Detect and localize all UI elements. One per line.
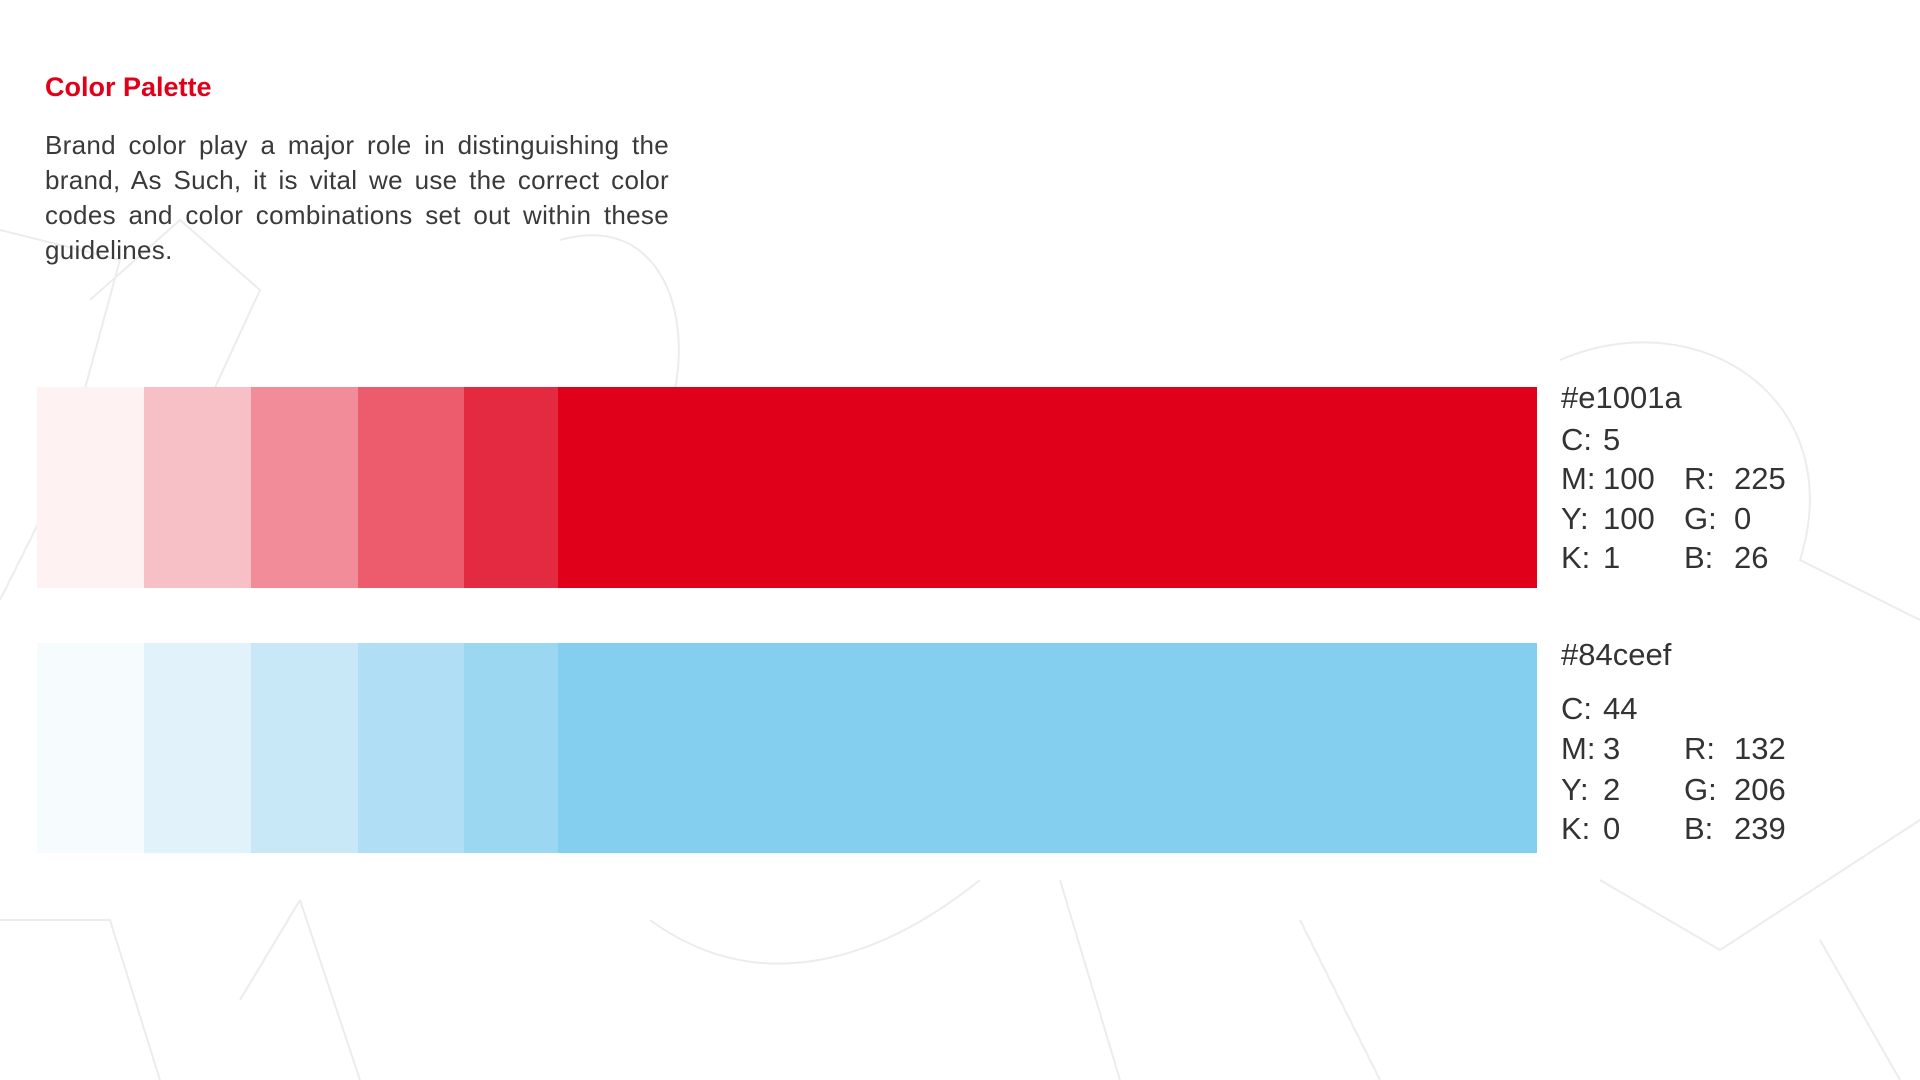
cmyk-value: 100 bbox=[1603, 461, 1655, 496]
pattern-line bbox=[0, 919, 161, 1080]
cmyk-row: C: 44 bbox=[1561, 691, 1637, 727]
pattern-line bbox=[1819, 939, 1901, 1080]
cmyk-row: K: 0 bbox=[1561, 811, 1620, 847]
pattern-line bbox=[1559, 341, 1920, 621]
cmyk-row: K: 1 bbox=[1561, 540, 1620, 576]
tint-swatch bbox=[37, 643, 144, 853]
main-swatch bbox=[558, 643, 1537, 853]
cmyk-value: 5 bbox=[1603, 422, 1621, 457]
rgb-label: G: bbox=[1684, 772, 1717, 807]
cmyk-label: K: bbox=[1561, 811, 1591, 846]
tint-swatch bbox=[358, 387, 464, 588]
cmyk-label: M: bbox=[1561, 731, 1596, 766]
blue-swatch-row bbox=[37, 643, 1537, 853]
red-swatch-row bbox=[37, 387, 1537, 588]
rgb-row: G: 0 bbox=[1684, 501, 1751, 537]
cmyk-row: Y: 100 bbox=[1561, 501, 1655, 537]
tint-swatch bbox=[144, 643, 251, 853]
cmyk-label: Y: bbox=[1561, 772, 1589, 807]
pattern-line bbox=[0, 229, 122, 601]
rgb-label: G: bbox=[1684, 501, 1717, 536]
cmyk-value: 44 bbox=[1603, 691, 1638, 726]
cmyk-value: 100 bbox=[1603, 501, 1655, 536]
rgb-label: R: bbox=[1684, 461, 1715, 496]
tint-swatch bbox=[37, 387, 144, 588]
rgb-label: B: bbox=[1684, 811, 1714, 846]
pattern-line bbox=[1599, 819, 1920, 952]
rgb-label: B: bbox=[1684, 540, 1714, 575]
tint-swatch bbox=[144, 387, 251, 588]
cmyk-value: 1 bbox=[1603, 540, 1621, 575]
cmyk-value: 2 bbox=[1603, 772, 1621, 807]
cmyk-label: C: bbox=[1561, 422, 1592, 457]
cmyk-value: 0 bbox=[1603, 811, 1621, 846]
cmyk-row: C: 5 bbox=[1561, 422, 1620, 458]
rgb-row: R: 132 bbox=[1684, 731, 1786, 767]
cmyk-row: M: 3 bbox=[1561, 731, 1620, 767]
rgb-value: 225 bbox=[1734, 461, 1786, 496]
description: Brand color play a major role in disting… bbox=[45, 130, 669, 265]
cmyk-label: K: bbox=[1561, 540, 1591, 575]
title: Color Palette bbox=[45, 72, 212, 102]
hex-code: #e1001a bbox=[1561, 380, 1682, 415]
tint-swatch bbox=[464, 387, 558, 588]
tint-swatch bbox=[464, 643, 558, 853]
pattern-line bbox=[89, 218, 262, 421]
cmyk-label: C: bbox=[1561, 691, 1592, 726]
rgb-label: R: bbox=[1684, 731, 1715, 766]
rgb-value: 0 bbox=[1734, 501, 1752, 536]
rgb-value: 239 bbox=[1734, 811, 1786, 846]
cmyk-value: 3 bbox=[1603, 731, 1621, 766]
cmyk-label: M: bbox=[1561, 461, 1596, 496]
rgb-row: B: 26 bbox=[1684, 540, 1768, 576]
pattern-line bbox=[239, 899, 361, 1080]
pattern-line bbox=[649, 879, 981, 965]
rgb-value: 206 bbox=[1734, 772, 1786, 807]
tint-swatch bbox=[358, 643, 464, 853]
tint-swatch bbox=[251, 643, 358, 853]
rgb-value: 26 bbox=[1734, 540, 1769, 575]
hex-code: #84ceef bbox=[1561, 637, 1672, 672]
main-swatch bbox=[558, 387, 1537, 588]
cmyk-row: Y: 2 bbox=[1561, 772, 1620, 808]
rgb-row: G: 206 bbox=[1684, 772, 1786, 808]
rgb-row: R: 225 bbox=[1684, 461, 1786, 497]
pattern-line bbox=[1059, 879, 1381, 1080]
tint-swatch bbox=[251, 387, 358, 588]
rgb-row: B: 239 bbox=[1684, 811, 1786, 847]
rgb-value: 132 bbox=[1734, 731, 1786, 766]
cmyk-row: M: 100 bbox=[1561, 461, 1655, 497]
cmyk-label: Y: bbox=[1561, 501, 1589, 536]
